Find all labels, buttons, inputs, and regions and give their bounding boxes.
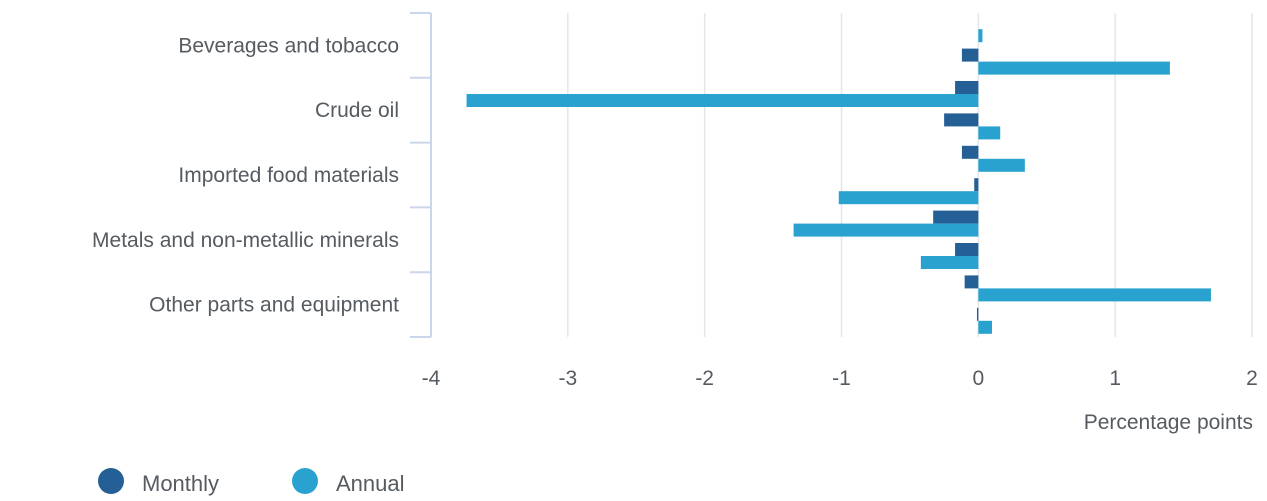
legend-label-annual: Annual <box>336 471 405 496</box>
x-axis-ticks: -4 -3 -2 -1 0 1 2 <box>422 367 1258 390</box>
category-label: Imported food materials <box>178 164 399 187</box>
category-label: Beverages and tobacco <box>178 34 399 57</box>
x-tick-label: -1 <box>832 367 851 390</box>
bar-monthly-3 <box>944 113 979 127</box>
bar-monthly-1 <box>961 48 979 62</box>
bar-annual-4 <box>978 158 1025 172</box>
legend-label-monthly: Monthly <box>142 471 219 496</box>
bar-monthly-4 <box>961 145 979 159</box>
bar-annual-3 <box>978 126 1001 140</box>
bar-monthly-9 <box>976 307 979 321</box>
bar-annual-9 <box>978 320 993 334</box>
bar-monthly-5 <box>974 178 979 192</box>
x-tick-label: -2 <box>695 367 714 390</box>
x-tick-label: -3 <box>558 367 577 390</box>
category-label: Crude oil <box>315 99 399 122</box>
legend-marker-annual <box>292 468 318 494</box>
category-label: Metals and non-metallic minerals <box>92 229 399 252</box>
legend: Monthly Annual <box>98 468 405 496</box>
bars <box>466 29 1211 334</box>
y-axis: Beverages and tobacco Crude oil Imported f… <box>92 12 432 338</box>
bar-annual-5 <box>838 191 979 205</box>
bar-monthly-6 <box>933 210 979 224</box>
bar-monthly-7 <box>955 243 979 256</box>
x-tick-label: 2 <box>1246 367 1258 390</box>
bar-annual-0 <box>978 29 983 43</box>
x-tick-label: -4 <box>422 367 441 390</box>
x-axis-title: Percentage points <box>1084 411 1253 434</box>
category-label: Other parts and equipment <box>149 294 399 317</box>
bar-monthly-8 <box>964 275 979 289</box>
x-tick-label: 0 <box>972 367 984 390</box>
bar-annual-1 <box>978 61 1170 75</box>
bar-annual-2 <box>466 94 979 107</box>
legend-marker-monthly <box>98 468 124 494</box>
bar-monthly-2 <box>955 81 979 94</box>
x-tick-label: 1 <box>1109 367 1121 390</box>
bar-annual-8 <box>978 288 1211 302</box>
bar-annual-7 <box>920 256 979 269</box>
bar-annual-6 <box>793 223 979 237</box>
